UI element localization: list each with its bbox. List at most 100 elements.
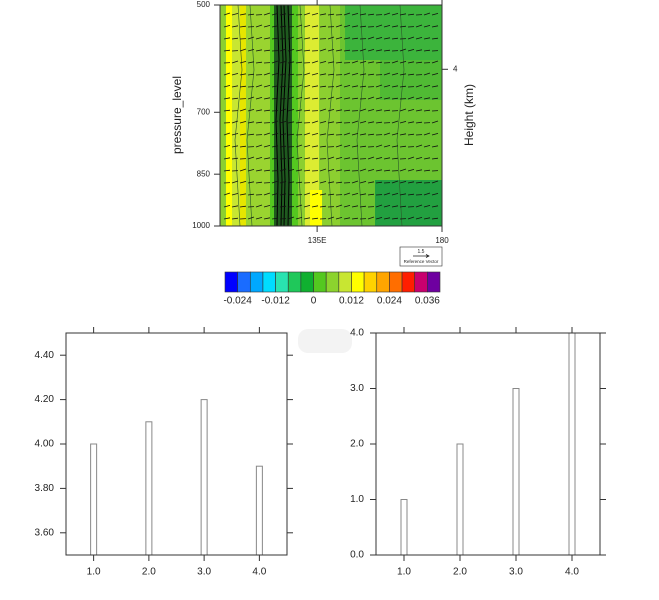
wind-vector <box>375 181 383 184</box>
wind-vector <box>231 193 239 196</box>
wind-vector <box>231 37 239 40</box>
wind-vector <box>295 84 303 88</box>
wind-vector <box>391 145 399 148</box>
wind-vector <box>431 73 439 76</box>
wind-vector <box>367 133 375 136</box>
wind-vector <box>231 97 239 100</box>
wind-vector <box>431 13 439 16</box>
wind-vector <box>231 205 239 208</box>
wind-vector <box>399 133 407 136</box>
wind-vector <box>367 181 375 184</box>
wind-vector <box>311 25 319 28</box>
wind-vector <box>343 192 351 196</box>
wind-vector <box>239 73 247 76</box>
wind-vector <box>359 48 367 52</box>
wind-vector <box>407 36 415 40</box>
y-tick-label: 3.60 <box>35 527 55 538</box>
wind-vector <box>335 169 343 172</box>
wind-vector <box>263 12 271 16</box>
wind-vector <box>359 145 367 148</box>
wind-vector <box>311 97 319 100</box>
wind-vector <box>223 85 231 88</box>
wind-vector <box>343 145 351 148</box>
wind-vector <box>255 24 263 28</box>
wind-vector <box>431 120 439 124</box>
wind-vector <box>367 96 375 100</box>
wind-vector <box>423 132 431 136</box>
wind-vector <box>271 97 279 100</box>
wind-vector <box>415 84 423 88</box>
wind-vector <box>431 205 439 208</box>
colorbar-box <box>414 271 428 293</box>
wind-vector <box>263 132 271 136</box>
wind-vector <box>231 25 239 28</box>
wind-vector <box>255 157 263 160</box>
x-tick-label: 180 <box>435 236 449 245</box>
wind-vector <box>391 217 399 220</box>
wind-vector <box>255 121 263 124</box>
wind-vector <box>255 97 263 100</box>
wind-vector <box>223 72 231 76</box>
wind-vector <box>335 61 343 64</box>
wind-vector <box>295 144 303 148</box>
wind-vector <box>231 180 239 184</box>
wind-vector <box>311 193 319 196</box>
colorbar-box <box>338 271 352 293</box>
wind-vector <box>383 37 391 40</box>
wind-vector <box>423 37 431 40</box>
wind-vector <box>287 109 295 112</box>
wind-vector <box>271 217 279 220</box>
wind-vector <box>343 37 351 40</box>
wind-vector <box>399 121 407 124</box>
y2-tick-label: 4 <box>453 64 458 73</box>
wind-vector <box>327 13 335 16</box>
wind-vector <box>423 12 431 16</box>
wind-vector <box>335 84 343 88</box>
wind-vector <box>255 49 263 52</box>
colorbar-box <box>249 271 264 293</box>
y-tick-label: 3.0 <box>350 383 364 394</box>
wind-vector <box>383 145 391 148</box>
wind-vector <box>415 217 423 220</box>
wind-vector <box>287 133 295 136</box>
wind-vector <box>391 60 399 64</box>
wind-vector <box>239 133 247 136</box>
wind-vector <box>287 73 295 76</box>
wind-vector <box>407 96 415 100</box>
wind-vector <box>399 108 407 112</box>
wind-vector <box>399 13 407 16</box>
wind-vector <box>303 157 311 160</box>
wind-vector <box>391 13 399 16</box>
wind-vector <box>279 181 287 184</box>
wind-vector <box>343 109 351 112</box>
wind-vector <box>263 205 271 208</box>
wind-vector <box>279 73 287 76</box>
wind-vector <box>319 61 327 64</box>
wind-vector <box>319 168 327 172</box>
wind-vector <box>295 181 303 184</box>
wind-vector <box>351 217 359 220</box>
wind-vector <box>247 73 255 76</box>
wind-vector <box>423 72 431 76</box>
wind-vector <box>383 109 391 112</box>
y-tick-label: 4.40 <box>35 350 55 361</box>
bar <box>568 332 576 556</box>
wind-vector <box>343 217 351 220</box>
wind-vector <box>431 37 439 40</box>
wind-vector <box>351 180 359 184</box>
wind-vector <box>223 205 231 208</box>
wind-vector <box>367 13 375 16</box>
wind-vector <box>255 61 263 64</box>
wind-vector <box>239 193 247 196</box>
wind-vector <box>415 204 423 208</box>
colorbar-box <box>237 271 251 293</box>
wind-vector <box>263 37 271 40</box>
wind-vector <box>399 168 407 172</box>
wind-vector <box>415 97 423 100</box>
wind-vector <box>295 61 303 64</box>
wind-vector <box>303 49 311 52</box>
wind-vector <box>391 25 399 28</box>
wind-vector <box>319 48 327 52</box>
wind-vector <box>399 193 407 196</box>
contour-line <box>396 4 405 227</box>
